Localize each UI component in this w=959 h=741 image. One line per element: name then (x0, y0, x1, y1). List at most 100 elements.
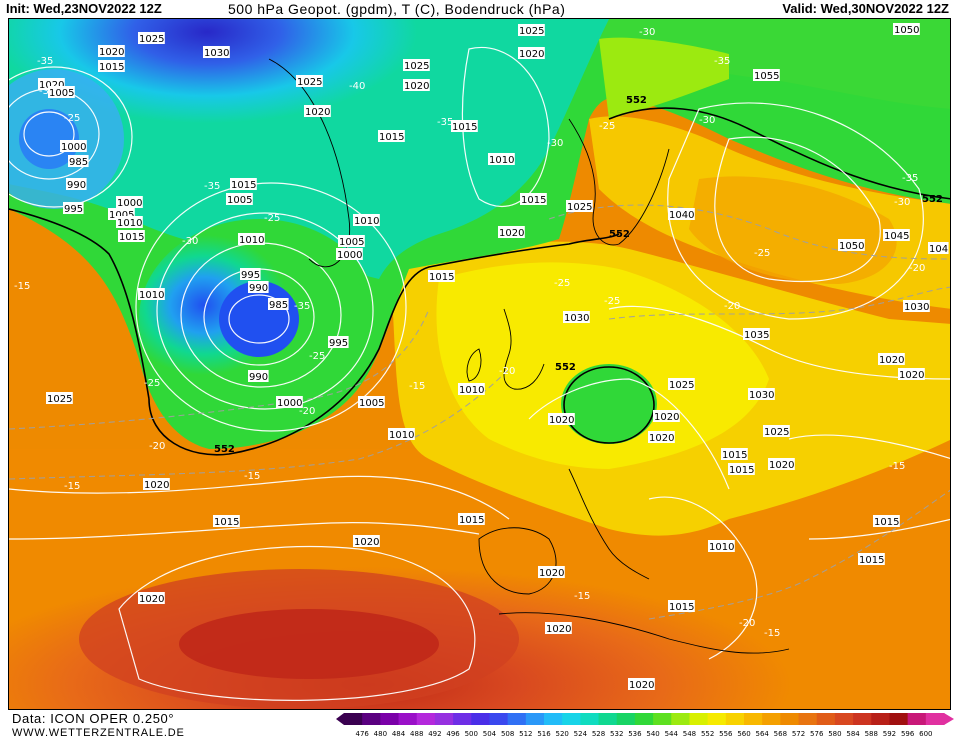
legend-swatch (580, 713, 600, 725)
map-footer: Data: ICON OPER 0.250° WWW.WETTERZENTRAL… (0, 710, 959, 741)
pressure-label-box (238, 233, 265, 245)
temp-label: -25 (604, 296, 620, 307)
pressure-label: 1020 (654, 412, 679, 423)
legend-value: 556 (719, 730, 733, 738)
pressure-label-box (648, 431, 675, 443)
pressure-label-box (138, 288, 165, 300)
geopotential-552-contour-west (9, 208, 150, 400)
pressure-label: 990 (67, 180, 86, 191)
legend-value: 536 (628, 730, 642, 738)
legend-value: 584 (846, 730, 860, 738)
pressure-label-box (240, 268, 261, 280)
temp-label: -20 (724, 301, 740, 312)
temp-label: -30 (639, 27, 655, 38)
pressure-label-box (878, 353, 905, 365)
pressure-label-box (518, 24, 545, 36)
pressure-label: 1015 (452, 122, 477, 133)
temp-label: -25 (554, 278, 570, 289)
geopot-label: 552 (626, 95, 647, 106)
temperature-isotherms (9, 204, 950, 620)
temp-label: -35 (294, 301, 310, 312)
legend-swatch (653, 713, 672, 725)
temp-label: -25 (144, 378, 160, 389)
pressure-label-box (304, 105, 331, 117)
pressure-label-box (563, 311, 590, 323)
pressure-label: 1025 (669, 380, 694, 391)
pressure-label-box (458, 383, 485, 395)
data-source: Data: ICON OPER 0.250° (12, 711, 175, 726)
temp-label: -15 (889, 461, 905, 472)
pressure-label-box (858, 553, 885, 565)
temp-label: -35 (437, 117, 453, 128)
pressure-label: 1025 (764, 427, 789, 438)
pressure-label: 1015 (669, 602, 694, 613)
pressure-label: 1005 (339, 237, 364, 248)
pressure-label: 1025 (139, 34, 164, 45)
pressure-label: 1005 (109, 210, 134, 221)
legend-swatch (471, 713, 490, 725)
pressure-label: 1015 (231, 180, 256, 191)
temp-label: -30 (547, 138, 563, 149)
pressure-label: 1020 (546, 624, 571, 635)
pressure-label-box (353, 214, 380, 226)
legend-value: 568 (773, 730, 788, 738)
coastline-scandinavia (568, 118, 670, 246)
legend-value: 560 (737, 730, 751, 738)
pressure-label: 1025 (47, 394, 72, 405)
legend-value: 524 (573, 730, 588, 738)
pressure-label-box (753, 69, 780, 81)
pressure-label-box (138, 32, 165, 44)
legend-value: 552 (700, 730, 715, 738)
legend-swatch (816, 713, 836, 725)
legend-swatch (416, 713, 436, 725)
legend-value: 588 (864, 730, 878, 738)
pressure-label-box (353, 535, 380, 547)
temp-label: -25 (754, 248, 770, 259)
legend-swatch (525, 713, 545, 725)
pressure-label: 1045 (884, 231, 909, 242)
temp-label: -15 (244, 471, 260, 482)
pressure-label-box (213, 515, 240, 527)
map-title: 500 hPa Geopot. (gpdm), T (C), Bodendruc… (228, 1, 566, 17)
pressure-label: 1020 (899, 370, 924, 381)
legend-swatch (562, 713, 581, 725)
central-europe-cold-pocket (561, 364, 657, 444)
temp-label: -20 (739, 618, 755, 629)
pressure-label-box (48, 86, 75, 98)
pressure-label-box (63, 202, 84, 214)
valid-time: Valid: Wed,30NOV2022 12Z (782, 1, 949, 16)
pressure-label-box (116, 216, 143, 228)
pressure-label: 1010 (139, 290, 164, 301)
pressure-label-box (458, 513, 485, 525)
legend-value: 488 (410, 730, 424, 738)
legend-value: 484 (391, 730, 406, 738)
pressure-label-box (883, 229, 910, 241)
pressure-label-box (538, 566, 565, 578)
pressure-label: 1020 (499, 228, 524, 239)
pressure-label: 1015 (521, 195, 546, 206)
pressure-label-box (116, 196, 143, 208)
pressure-label-box (68, 155, 89, 167)
coastline-north-africa (498, 612, 790, 654)
pressure-label-box (903, 300, 930, 312)
pressure-label-box (358, 396, 385, 408)
legend-value: 504 (482, 730, 497, 738)
pressure-label: 1010 (709, 542, 734, 553)
temp-label: -20 (499, 366, 515, 377)
pressure-label: 1015 (729, 465, 754, 476)
legend-value: 600 (919, 730, 933, 738)
legend-swatch (671, 713, 690, 725)
pressure-label: 1005 (49, 88, 74, 99)
temp-label: -30 (39, 86, 55, 97)
pressure-label-box (548, 413, 575, 425)
pressure-label: 1020 (879, 355, 904, 366)
pressure-label-box (336, 248, 363, 260)
legend-swatch (853, 713, 872, 725)
pressure-label: 1005 (359, 398, 384, 409)
pressure-label: 1020 (629, 680, 654, 691)
legend-swatch (762, 713, 781, 725)
temperature-labels: -35 -25 -20 -25 -20 -15 -15 -15 -15 -20 … (14, 27, 925, 639)
geopot-label: 552 (555, 362, 576, 373)
pressure-label-box (748, 388, 775, 400)
pressure-label-box (873, 515, 900, 527)
